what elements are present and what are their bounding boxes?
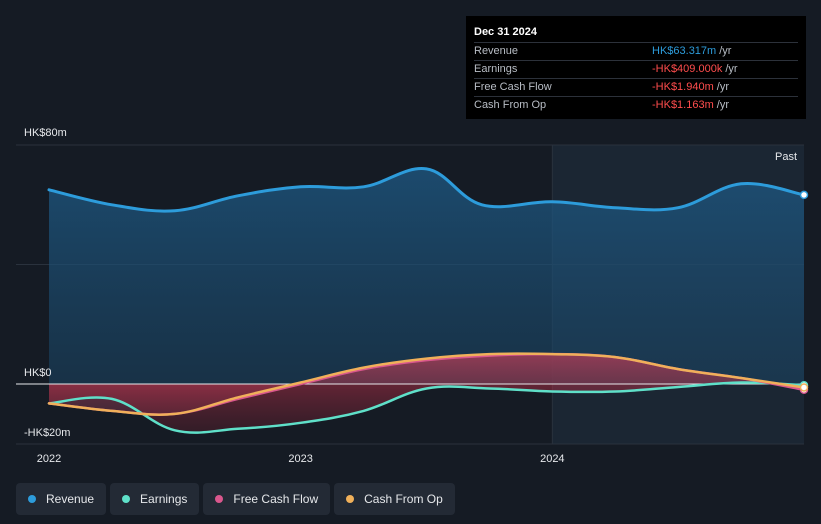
legend-item-cash-from-op[interactable]: Cash From Op (334, 483, 455, 515)
tooltip-value: -HK$1.940m (652, 81, 714, 93)
x-tick-label: 2022 (37, 453, 61, 465)
series-lines (16, 167, 806, 434)
tooltip-value: -HK$1.163m (652, 99, 714, 111)
legend-item-revenue[interactable]: Revenue (16, 483, 107, 515)
tooltip-unit: /yr (725, 63, 738, 75)
legend-dot-icon (215, 495, 224, 503)
revenue-area (49, 168, 804, 384)
tooltip-label: Free Cash Flow (474, 81, 552, 93)
earnings-line (47, 381, 806, 434)
x-tick-label: 2023 (288, 453, 312, 465)
legend-dot-icon (122, 495, 131, 503)
tooltip-value: HK$63.317m (652, 45, 717, 57)
tooltip-row-free-cash-flow: Free Cash Flow -HK$1.940m/yr (474, 78, 798, 96)
legend-dot-icon (28, 495, 36, 503)
tooltip-row-cash-from-op: Cash From Op -HK$1.163m/yr (474, 96, 798, 114)
free-cash-flow-area (49, 354, 804, 415)
cash-from-op-line (47, 352, 806, 416)
y-axis-labels: HK$80m HK$0 -HK$20m (24, 127, 70, 439)
tooltip-panel: Dec 31 2024 Revenue HK$63.317m/yr Earnin… (466, 16, 806, 119)
tooltip-label: Cash From Op (474, 99, 547, 111)
y-tick-label: -HK$20m (24, 427, 70, 439)
x-tick-label: 2024 (540, 453, 564, 465)
series-end-markers (799, 190, 809, 395)
tooltip-unit: /yr (716, 99, 729, 111)
tooltip-unit: /yr (719, 45, 732, 57)
revenue-marker (799, 190, 809, 200)
legend-label: Cash From Op (364, 492, 443, 506)
legend-label: Earnings (140, 492, 188, 506)
legend-label: Revenue (46, 492, 95, 506)
cash-from-op-marker (799, 383, 809, 392)
series-areas (49, 168, 804, 433)
tooltip-date: Dec 31 2024 (474, 26, 537, 38)
legend-item-earnings[interactable]: Earnings (110, 483, 200, 515)
legend: Revenue Earnings Free Cash Flow Cash Fro… (16, 483, 455, 515)
tooltip-row-earnings: Earnings -HK$409.000k/yr (474, 60, 798, 78)
tooltip-label: Revenue (474, 45, 519, 57)
legend-item-free-cash-flow[interactable]: Free Cash Flow (203, 483, 331, 515)
y-tick-label: HK$0 (24, 367, 52, 379)
tooltip-label: Earnings (474, 63, 518, 75)
tooltip-unit: /yr (716, 81, 729, 93)
revenue-line (47, 167, 806, 213)
tooltip-row-revenue: Revenue HK$63.317m/yr (474, 42, 798, 60)
legend-dot-icon (346, 495, 355, 503)
past-label: Past (775, 151, 797, 163)
x-axis-labels: 2022 2023 2024 (37, 453, 565, 465)
tooltip-value: -HK$409.000k (652, 63, 723, 75)
legend-label: Free Cash Flow (233, 492, 319, 506)
y-tick-label: HK$80m (24, 127, 67, 139)
